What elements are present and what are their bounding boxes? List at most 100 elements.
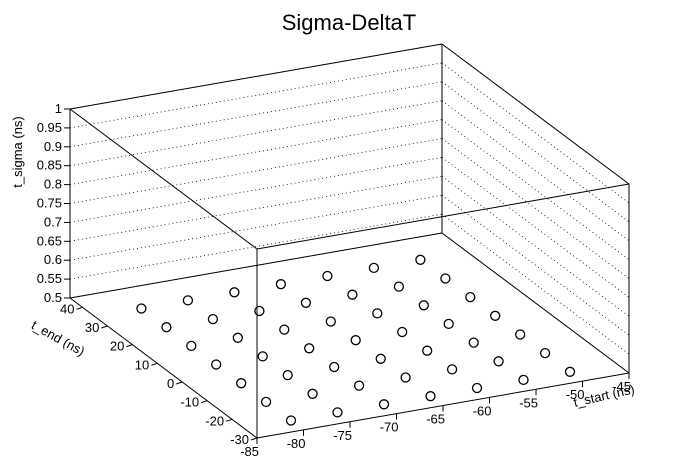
z-tick-label: 0.7 <box>44 214 62 229</box>
x-tick-label: -80 <box>287 436 306 451</box>
grid-line-right <box>441 213 630 355</box>
data-point <box>285 415 297 426</box>
z-tick-label: 0.75 <box>37 196 62 211</box>
y-tick-mark <box>126 344 133 348</box>
data-point <box>304 343 315 354</box>
frame-edge <box>69 108 258 250</box>
data-point <box>471 382 483 394</box>
data-point <box>400 372 411 383</box>
grid-line-right <box>441 62 630 204</box>
data-point <box>282 369 293 381</box>
y-tick-label: -20 <box>205 413 224 428</box>
x-tick-label: -75 <box>333 428 352 443</box>
data-point <box>161 322 172 333</box>
data-point <box>368 262 380 274</box>
y-tick-label: -10 <box>180 395 199 410</box>
data-point <box>465 291 476 303</box>
grid-line-right <box>441 138 630 279</box>
data-point <box>329 361 340 373</box>
data-point <box>260 396 272 408</box>
data-point <box>279 324 290 335</box>
y-tick-mark <box>151 362 158 366</box>
y-tick-mark <box>250 437 258 441</box>
z-tick-label: 0.85 <box>37 158 62 173</box>
data-point <box>515 329 526 340</box>
data-point <box>332 407 343 418</box>
x-tick-label: -55 <box>519 395 538 410</box>
data-point <box>378 399 390 410</box>
y-tick-mark <box>200 400 208 404</box>
x-tick-label: -65 <box>426 412 445 427</box>
data-point <box>539 347 551 359</box>
y-tick-mark <box>225 418 233 422</box>
grid-line-right <box>441 100 630 242</box>
data-point <box>275 279 287 290</box>
grid-lines <box>69 43 630 374</box>
data-point <box>418 300 429 311</box>
frame-edge <box>441 232 630 374</box>
grid-line-back <box>69 100 443 167</box>
data-point <box>136 303 147 314</box>
data-point <box>322 270 333 282</box>
grid-line-right <box>441 175 630 317</box>
frame-edge <box>441 43 630 185</box>
grid-line-right <box>441 194 630 336</box>
data-point <box>443 318 454 330</box>
data-point <box>347 289 358 300</box>
y-tick-label: 30 <box>85 320 99 335</box>
z-tick-label: 0.5 <box>44 290 62 305</box>
y-tick-label: 0 <box>167 376 174 391</box>
data-point <box>425 391 436 402</box>
chart-title: Sigma-DeltaT <box>282 10 416 35</box>
y-tick-label: 40 <box>60 301 74 316</box>
grid-line-back <box>69 194 443 261</box>
data-point <box>490 310 501 321</box>
data-point <box>397 326 408 338</box>
data-point <box>375 353 386 364</box>
x-axis-title: t_start (ns) <box>572 381 636 410</box>
y-tick-mark <box>101 325 108 329</box>
z-tick-label: 1 <box>55 101 62 116</box>
data-point <box>393 281 405 292</box>
axis-ticks: -85 -80 -75 -70 -65 -60 -55 -50 -45 -30 -20 -10 0 10 2… <box>37 101 631 459</box>
data-point <box>518 374 529 386</box>
frame-edge <box>69 43 443 110</box>
grid-line-right <box>441 119 630 260</box>
z-tick-label: 0.9 <box>44 139 62 154</box>
grid-line-back <box>69 62 443 129</box>
data-point <box>493 356 504 367</box>
x-tick-label: -45 <box>612 379 631 394</box>
data-points <box>136 254 576 426</box>
data-point <box>372 308 383 319</box>
data-point <box>440 273 451 284</box>
frame-edge <box>256 183 630 250</box>
y-tick-label: 20 <box>110 339 124 354</box>
x-tick-label: -85 <box>240 444 259 459</box>
data-point <box>236 378 247 389</box>
data-point <box>468 337 479 348</box>
data-point <box>300 297 312 308</box>
data-point <box>229 287 240 298</box>
z-tick-label: 0.6 <box>44 252 62 267</box>
data-point <box>182 295 194 306</box>
data-point <box>307 388 318 399</box>
grid-line-right <box>441 157 630 298</box>
z-tick-label: 0.65 <box>37 233 62 248</box>
data-point <box>564 366 576 377</box>
data-point <box>446 364 458 375</box>
x-tick-label: -70 <box>380 420 399 435</box>
data-point <box>211 359 222 370</box>
x-tick-label: -60 <box>473 403 492 418</box>
data-point <box>422 345 433 356</box>
data-point <box>186 340 197 352</box>
grid-line-back <box>69 138 443 204</box>
data-point <box>325 316 336 327</box>
data-point <box>415 254 426 265</box>
y-axis-line <box>69 297 258 439</box>
grid-line-back <box>69 175 443 242</box>
grid-line-back <box>69 157 443 223</box>
data-point <box>353 380 365 391</box>
y-tick-label: -30 <box>230 432 249 447</box>
grid-line-right <box>441 81 630 223</box>
